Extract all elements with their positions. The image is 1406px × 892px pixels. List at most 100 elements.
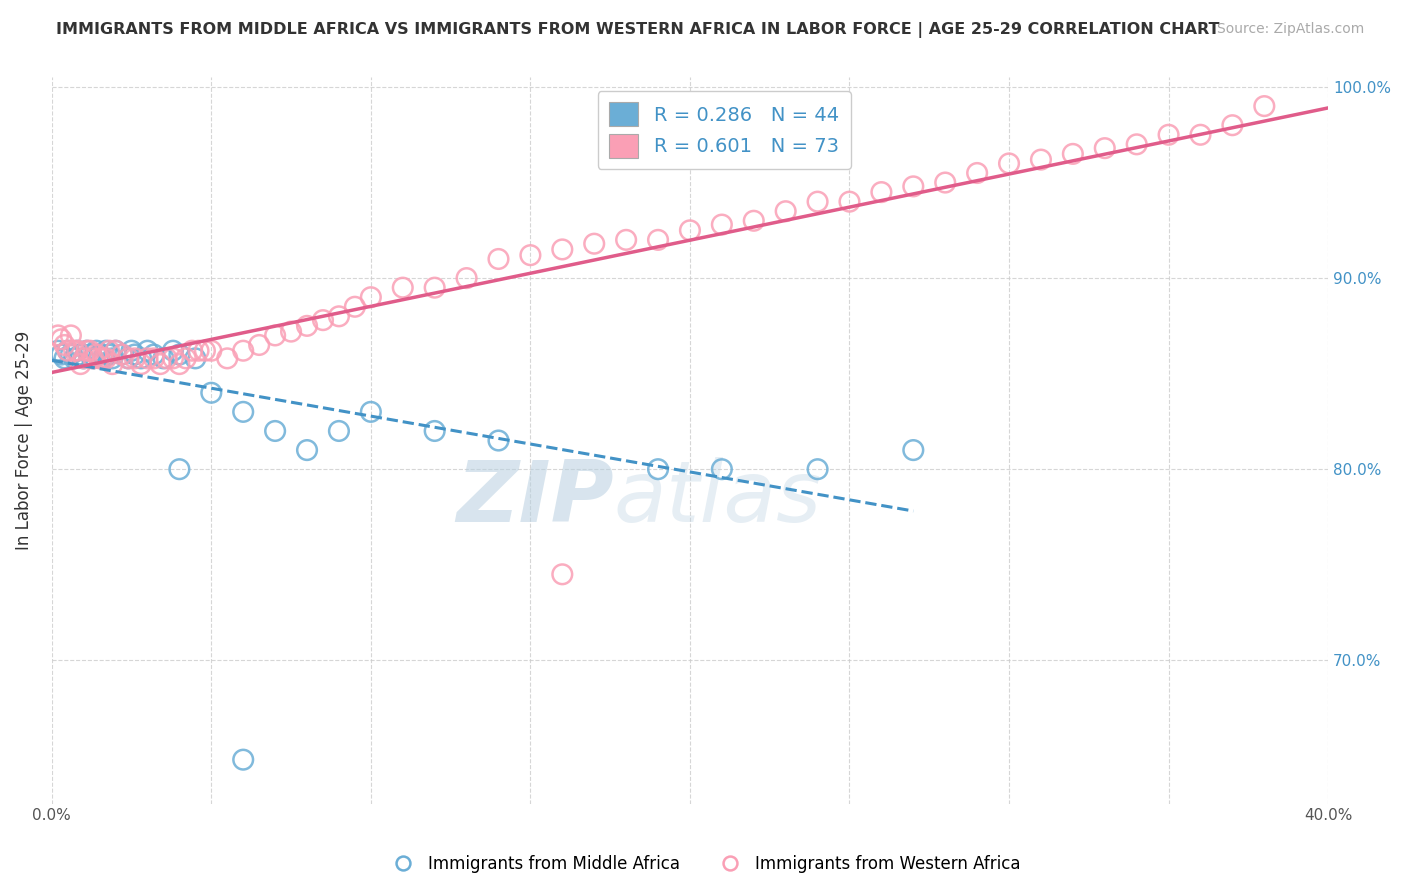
Point	[806, 462, 828, 476]
Point	[66, 343, 89, 358]
Point	[423, 280, 446, 294]
Point	[583, 236, 606, 251]
Point	[89, 347, 111, 361]
Point	[456, 271, 478, 285]
Point	[149, 357, 172, 371]
Point	[903, 443, 925, 458]
Point	[104, 343, 127, 358]
Point	[194, 343, 217, 358]
Point	[63, 351, 86, 366]
Point	[79, 343, 101, 358]
Point	[328, 310, 350, 324]
Point	[152, 351, 174, 366]
Point	[775, 204, 797, 219]
Point	[136, 343, 159, 358]
Point	[1062, 147, 1084, 161]
Point	[343, 300, 366, 314]
Point	[710, 218, 733, 232]
Point	[614, 233, 637, 247]
Point	[117, 351, 139, 366]
Point	[232, 405, 254, 419]
Point	[488, 252, 510, 266]
Point	[169, 347, 191, 361]
Point	[1157, 128, 1180, 142]
Point	[1094, 141, 1116, 155]
Text: Source: ZipAtlas.com: Source: ZipAtlas.com	[1216, 22, 1364, 37]
Point	[79, 347, 101, 361]
Point	[101, 351, 124, 366]
Point	[142, 351, 165, 366]
Point	[51, 332, 73, 346]
Point	[59, 328, 82, 343]
Point	[295, 318, 318, 333]
Point	[1125, 137, 1147, 152]
Point	[328, 424, 350, 438]
Point	[1029, 153, 1052, 167]
Point	[280, 325, 302, 339]
Point	[56, 343, 79, 358]
Legend: Immigrants from Middle Africa, Immigrants from Western Africa: Immigrants from Middle Africa, Immigrant…	[380, 848, 1026, 880]
Point	[73, 351, 96, 366]
Point	[76, 343, 98, 358]
Point	[162, 343, 184, 358]
Point	[124, 351, 146, 366]
Point	[101, 357, 124, 371]
Point	[169, 462, 191, 476]
Point	[142, 347, 165, 361]
Point	[94, 351, 117, 366]
Point	[51, 347, 73, 361]
Point	[89, 351, 111, 366]
Point	[98, 343, 121, 358]
Point	[838, 194, 860, 209]
Point	[551, 567, 574, 582]
Point	[104, 343, 127, 358]
Point	[129, 351, 152, 366]
Point	[63, 343, 86, 358]
Point	[806, 194, 828, 209]
Point	[200, 385, 222, 400]
Point	[247, 338, 270, 352]
Point	[264, 424, 287, 438]
Point	[82, 351, 104, 366]
Point	[129, 357, 152, 371]
Point	[647, 233, 669, 247]
Point	[184, 351, 207, 366]
Point	[1253, 99, 1275, 113]
Point	[934, 176, 956, 190]
Point	[742, 213, 765, 227]
Point	[91, 351, 114, 366]
Point	[264, 328, 287, 343]
Point	[53, 338, 76, 352]
Point	[124, 347, 146, 361]
Point	[86, 343, 108, 358]
Point	[86, 347, 108, 361]
Point	[69, 347, 91, 361]
Point	[117, 351, 139, 366]
Point	[66, 343, 89, 358]
Point	[46, 328, 69, 343]
Text: IMMIGRANTS FROM MIDDLE AFRICA VS IMMIGRANTS FROM WESTERN AFRICA IN LABOR FORCE |: IMMIGRANTS FROM MIDDLE AFRICA VS IMMIGRA…	[56, 22, 1220, 38]
Point	[136, 351, 159, 366]
Point	[156, 351, 179, 366]
Point	[870, 185, 893, 199]
Point	[73, 351, 96, 366]
Point	[232, 343, 254, 358]
Text: atlas: atlas	[613, 457, 821, 541]
Point	[295, 443, 318, 458]
Point	[82, 351, 104, 366]
Point	[121, 343, 143, 358]
Text: ZIP: ZIP	[456, 457, 613, 541]
Point	[181, 343, 204, 358]
Point	[53, 351, 76, 366]
Point	[423, 424, 446, 438]
Point	[647, 462, 669, 476]
Point	[903, 179, 925, 194]
Point	[360, 290, 382, 304]
Point	[174, 351, 197, 366]
Point	[488, 434, 510, 448]
Point	[56, 343, 79, 358]
Point	[76, 343, 98, 358]
Point	[217, 351, 239, 366]
Point	[69, 357, 91, 371]
Point	[679, 223, 702, 237]
